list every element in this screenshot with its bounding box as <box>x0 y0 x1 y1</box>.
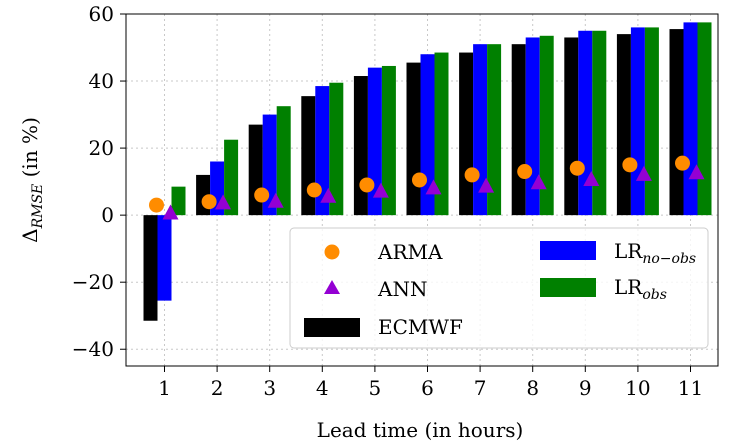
legend-ecmwf-label: ECMWF <box>378 315 463 339</box>
bar-lr-obs <box>644 27 659 216</box>
x-tick-label: 3 <box>263 376 276 400</box>
bar-lr-no-obs <box>630 27 645 216</box>
point-ann <box>425 179 442 195</box>
bar-lr-obs <box>224 139 239 216</box>
point-ann <box>215 194 232 210</box>
bar-lr-obs <box>697 22 712 216</box>
point-arma <box>254 187 270 203</box>
bar-lr-obs <box>171 186 186 216</box>
bar-lr-obs <box>539 35 554 216</box>
bar-ecmwf <box>616 34 631 216</box>
bar-ecmwf <box>511 44 526 216</box>
bar-ecmwf <box>353 76 368 216</box>
legend-arma-marker <box>324 244 340 260</box>
x-tick-label: 6 <box>421 376 434 400</box>
point-ann <box>267 192 284 208</box>
bar-ecmwf <box>143 215 158 321</box>
ticks: −40 −20 0 20 40 60 1 2 3 4 5 6 7 8 9 10 11 <box>72 2 703 400</box>
point-arma <box>149 197 164 213</box>
bar-lr-no-obs <box>578 30 593 216</box>
bar-lr-obs <box>487 44 502 216</box>
point-arma <box>675 155 690 171</box>
point-ann <box>635 165 652 181</box>
points <box>149 155 705 220</box>
point-ann <box>583 170 600 186</box>
x-tick-label: 4 <box>316 376 329 400</box>
bar-lr-obs <box>329 82 344 216</box>
bar-ecmwf <box>564 37 579 216</box>
plot-frame <box>125 13 719 367</box>
x-tick-label: 10 <box>625 376 650 400</box>
point-arma <box>517 164 533 180</box>
point-arma <box>306 182 322 198</box>
bar-ecmwf <box>669 29 684 216</box>
point-ann <box>530 174 547 190</box>
bar-ecmwf <box>459 52 474 216</box>
legend-frame <box>289 227 709 349</box>
bar-lr-obs <box>592 30 607 216</box>
bar-lr-no-obs <box>367 67 382 216</box>
y-tick-label: 60 <box>89 2 114 26</box>
y-tick-label: 0 <box>101 203 114 227</box>
bar-lr-no-obs <box>157 215 172 301</box>
point-arma <box>622 157 638 173</box>
x-tick-label: 1 <box>158 376 171 400</box>
legend-lr-noobs-swatch <box>540 241 596 260</box>
legend-lr-obs-label: LRobs <box>614 275 667 303</box>
bar-lr-no-obs <box>315 86 330 216</box>
legend-ann-label: ANN <box>377 277 427 301</box>
x-tick-label: 7 <box>474 376 487 400</box>
legend-lr-noobs-label: LRno−obs <box>614 239 696 267</box>
y-tick-label: 20 <box>89 136 114 160</box>
point-arma <box>201 194 217 210</box>
x-tick-label: 5 <box>369 376 382 400</box>
legend-arma-label: ARMA <box>377 240 443 264</box>
legend-lr-obs-swatch <box>540 278 596 297</box>
y-axis-label: ΔRMSE (in %) <box>18 117 46 243</box>
point-arma <box>359 177 375 193</box>
bar-lr-obs <box>434 52 449 216</box>
bar-ecmwf <box>406 62 421 216</box>
point-ann <box>478 177 495 193</box>
point-arma <box>569 160 585 176</box>
y-tick-label: 40 <box>89 69 114 93</box>
bar-lr-no-obs <box>683 22 698 216</box>
x-tick-label: 8 <box>526 376 539 400</box>
x-axis-label: Lead time (in hours) <box>317 418 524 442</box>
point-ann <box>688 164 705 180</box>
legend-ecmwf-swatch <box>304 318 360 337</box>
legend-ann-marker <box>324 280 340 294</box>
axes <box>125 13 719 367</box>
y-tick-label: −40 <box>72 337 114 361</box>
point-ann <box>320 187 337 203</box>
x-tick-label: 2 <box>211 376 224 400</box>
x-tick-label: 11 <box>678 376 703 400</box>
bar-lr-obs <box>276 106 291 216</box>
point-ann <box>372 182 389 198</box>
x-tick-label: 9 <box>579 376 592 400</box>
y-tick-label: −20 <box>72 270 114 294</box>
bar-lr-obs <box>381 65 396 216</box>
point-arma <box>464 167 480 183</box>
point-ann <box>162 204 179 220</box>
point-arma <box>412 172 427 188</box>
legend: ARMA ANN ECMWF LRno−obs LRobs <box>289 227 709 349</box>
